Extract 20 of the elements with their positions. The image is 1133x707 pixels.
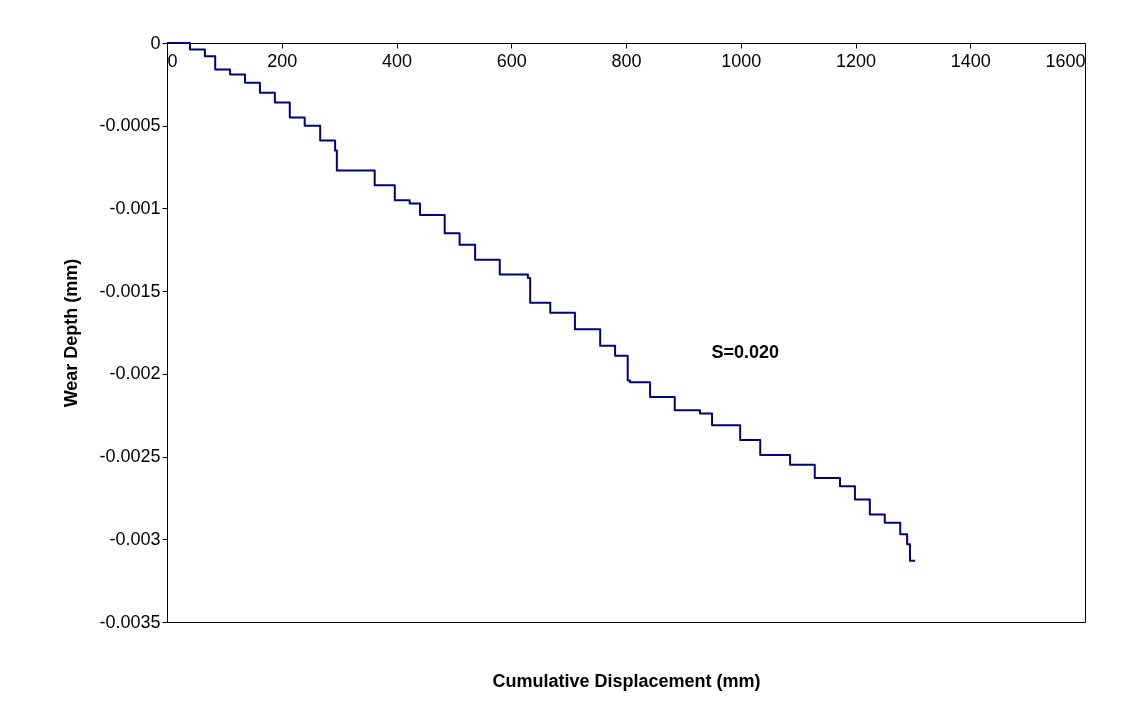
y-tick-label: -0.0015 bbox=[99, 280, 161, 301]
x-tick-label: 1400 bbox=[950, 50, 991, 71]
y-tick-label: -0.0005 bbox=[99, 115, 161, 136]
y-tick-label: -0.0035 bbox=[99, 611, 161, 632]
x-tick-label: 800 bbox=[611, 50, 642, 71]
x-tick-label: 400 bbox=[381, 50, 413, 71]
y-tick-label: -0.002 bbox=[109, 363, 161, 384]
x-tick-label: 600 bbox=[496, 50, 527, 71]
y-tick-label: 0 bbox=[150, 32, 161, 53]
y-axis-title: Wear Depth (mm) bbox=[61, 258, 82, 408]
annotation: S=0.020 bbox=[711, 341, 780, 362]
x-axis-title: Cumulative Displacement (mm) bbox=[492, 670, 761, 691]
x-tick-label: 1600 bbox=[1045, 50, 1086, 71]
y-tick-label: -0.001 bbox=[109, 197, 161, 218]
x-tick-label: 1200 bbox=[835, 50, 877, 71]
x-tick-label: 0 bbox=[167, 50, 178, 71]
y-tick-label: -0.003 bbox=[109, 528, 161, 549]
x-tick-label: 1000 bbox=[721, 50, 762, 71]
x-tick-label: 200 bbox=[267, 50, 298, 71]
y-tick-label: -0.0025 bbox=[99, 446, 161, 467]
